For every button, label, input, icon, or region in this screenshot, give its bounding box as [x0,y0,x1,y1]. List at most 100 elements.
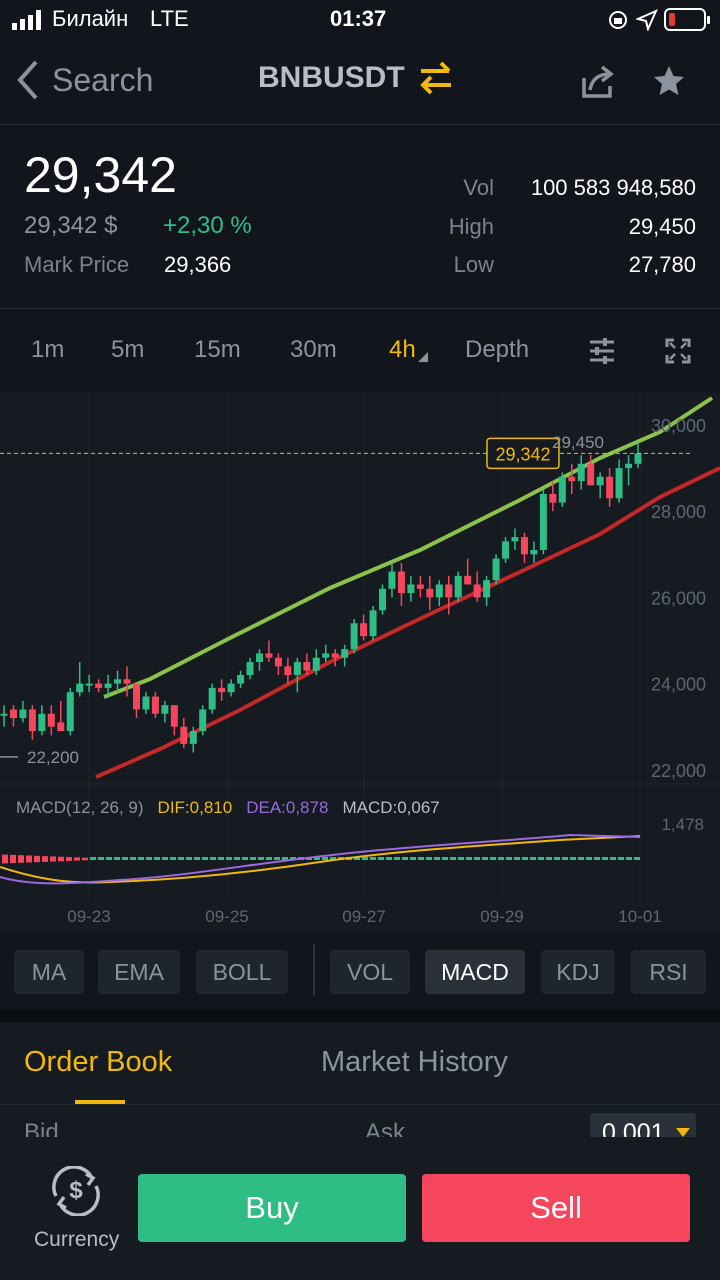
upper-band [103,396,714,699]
tab-underline [75,1100,125,1104]
macd-histogram-bar [2,854,8,864]
macd-histogram-bar [154,857,160,860]
share-icon[interactable] [580,64,616,100]
macd-histogram-bar [330,857,336,860]
y-tick-label: 24,000 [651,675,706,695]
tab-market-history[interactable]: Market History [321,1046,508,1078]
macd-histogram-bar [26,855,32,863]
back-button[interactable]: Search [14,58,153,102]
macd-histogram-bar [410,857,416,860]
macd-histogram-bar [186,857,192,860]
tab-5m[interactable]: 5m [111,336,145,363]
macd-histogram-bar [98,857,104,860]
macd-histogram-bar [426,857,432,860]
clock: 01:37 [330,6,387,31]
candle-body [312,657,320,671]
network: LTE [150,6,189,31]
macd-legend: MACD(12, 26, 9) DIF:0,810 DEA:0,878 MACD… [16,798,440,818]
candle-body [445,584,453,598]
candle-body [218,687,226,693]
tab-15m[interactable]: 15m [194,336,241,363]
candle-body [208,687,216,710]
price-change: +2,30 % [163,212,252,239]
fullscreen-icon[interactable] [665,338,691,364]
macd-histogram-bar [162,857,168,860]
x-tick-label: 09-29 [480,907,523,926]
indicator-ma[interactable]: MA [14,950,84,994]
section-gap [0,1010,720,1022]
vol-label: Vol [463,175,494,200]
macd-histogram-bar [138,857,144,860]
macd-histogram-bar [506,857,512,860]
candle-body [114,679,122,684]
candle-body [170,705,178,727]
precision-select[interactable]: 0,001 [590,1113,696,1137]
currency-button[interactable]: $ Currency [20,1166,132,1256]
low-value: 27,780 [628,252,696,277]
candle-body [331,653,339,658]
pair-switcher[interactable]: BNBUSDT [258,60,453,96]
macd-histogram-bar [258,857,264,860]
high-value: 29,450 [628,214,696,239]
indicator-boll[interactable]: BOLL [196,950,288,994]
swap-icon [419,61,451,95]
y-tick-label: 22,000 [651,761,706,781]
macd-histogram-bar [570,857,576,860]
macd-histogram-bar [194,857,200,860]
x-axis-labels: 09-23 09-25 09-27 09-29 10-01 [67,907,661,926]
candle-body [227,683,235,693]
candle-body [454,575,462,598]
candle-body [47,713,55,727]
precision-value: 0,001 [602,1119,665,1137]
macd-histogram-bar [266,857,272,860]
macd-dif: DIF:0,810 [157,798,233,817]
macd-histogram-bar [434,857,440,860]
sell-button[interactable]: Sell [422,1174,690,1242]
macd-histogram-bar [618,857,624,860]
signal-icon [12,10,41,30]
y-tick-label: 30,000 [651,416,706,436]
candle-body [464,575,472,585]
candle-body [9,709,17,719]
indicator-rsi[interactable]: RSI [631,950,706,994]
star-icon[interactable] [652,64,686,98]
buy-button[interactable]: Buy [138,1174,406,1242]
tab-4h[interactable]: 4h [389,336,416,363]
tab-30m[interactable]: 30m [290,336,337,363]
macd-histogram-bar [66,857,72,861]
macd-histogram-bar [274,857,280,860]
indicator-vol[interactable]: VOL [330,950,410,994]
candle-body [66,692,74,732]
back-label: Search [52,61,154,98]
bid-label: Bid [24,1119,59,1137]
macd-histogram-bar [322,857,328,860]
candle-body [0,713,8,716]
macd-histogram-bar [450,857,456,860]
tab-1m[interactable]: 1m [31,336,65,363]
macd-histogram-bar [18,855,24,863]
macd-histogram-bar [610,857,616,860]
indicator-kdj[interactable]: KDJ [541,950,615,994]
tab-order-book[interactable]: Order Book [24,1046,173,1078]
tab-depth[interactable]: Depth [465,336,530,363]
settings-sliders-icon[interactable] [588,337,616,365]
candle-body [142,696,150,710]
macd-histogram-bar [490,857,496,860]
macd-histogram-bar [10,854,16,864]
status-bar: Билайн LTE 01:37 [0,0,720,40]
indicator-ema[interactable]: EMA [98,950,180,994]
candle-body [255,653,263,663]
macd-histogram-bar [178,857,184,860]
candle-body [341,649,349,658]
orientation-lock-icon [609,11,627,29]
candle-body [606,476,614,499]
divider [0,1104,720,1105]
candle-body [28,709,36,732]
y-tick-label: 28,000 [651,502,706,522]
indicator-macd[interactable]: MACD [425,950,525,994]
high-label: High [448,214,494,239]
candle-body [530,549,538,555]
macd-histogram-bar [378,857,384,860]
